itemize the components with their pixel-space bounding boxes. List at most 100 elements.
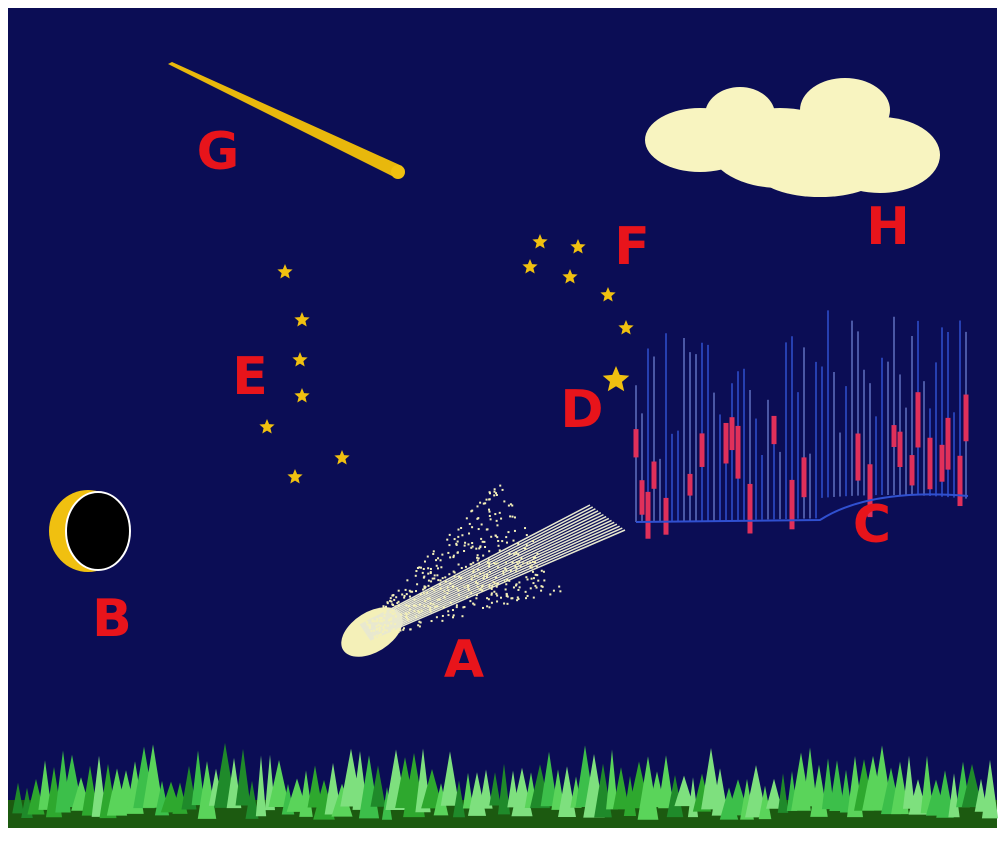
comet-dust [533, 597, 535, 599]
comet-dust [481, 523, 483, 525]
comet-dust [510, 503, 512, 505]
comet-dust [439, 599, 441, 601]
comet-dust [378, 612, 380, 614]
comet-dust [368, 624, 370, 626]
comet-dust [436, 616, 438, 618]
comet-dust [415, 605, 417, 607]
comet-dust [496, 562, 498, 564]
comet-dust [449, 582, 451, 584]
comet-dust [471, 526, 473, 528]
comet-dust [531, 564, 533, 566]
comet-dust [537, 580, 539, 582]
comet-dust [471, 576, 473, 578]
comet-dust [493, 491, 495, 493]
comet-dust [450, 602, 452, 604]
comet-dust [516, 599, 518, 601]
comet-dust [395, 596, 397, 598]
comet-dust [456, 587, 458, 589]
comet-dust [430, 603, 432, 605]
comet-dust [496, 494, 498, 496]
comet-dust [535, 574, 537, 576]
comet-dust [514, 565, 516, 567]
comet-dust [489, 515, 491, 517]
comet-dust [383, 610, 385, 612]
comet-dust [513, 586, 515, 588]
comet-dust [480, 538, 482, 540]
comet-dust [403, 627, 405, 629]
comet-dust [384, 624, 386, 626]
comet-dust [419, 625, 421, 627]
comet-dust [489, 571, 491, 573]
aurora-red [916, 392, 921, 447]
comet-dust [490, 536, 492, 538]
comet-dust [508, 553, 510, 555]
comet-dust [398, 590, 400, 592]
comet-dust [378, 624, 380, 626]
aurora-red [634, 429, 639, 457]
comet-dust [470, 510, 472, 512]
comet-dust [506, 603, 508, 605]
comet-dust [405, 589, 407, 591]
comet-dust [383, 626, 385, 628]
comet-dust [386, 601, 388, 603]
comet-dust [394, 605, 396, 607]
comet-dust [370, 630, 372, 632]
comet-dust [420, 567, 422, 569]
aurora-red [856, 434, 861, 481]
comet-dust [471, 578, 473, 580]
aurora-red [802, 457, 807, 497]
comet-dust [427, 598, 429, 600]
comet-dust [373, 630, 375, 632]
comet-dust [542, 586, 544, 588]
comet-dust [441, 620, 443, 622]
comet-dust [476, 594, 478, 596]
comet-dust [467, 543, 469, 545]
comet-dust [482, 585, 484, 587]
comet-dust [482, 572, 484, 574]
comet-dust [460, 577, 462, 579]
comet-dust [397, 630, 399, 632]
comet-dust [429, 598, 431, 600]
comet-dust [469, 600, 471, 602]
comet-dust [393, 610, 395, 612]
comet-dust [458, 576, 460, 578]
comet-dust [496, 520, 498, 522]
comet-dust [514, 530, 516, 532]
comet-dust [489, 511, 491, 513]
comet-dust [526, 562, 528, 564]
comet-dust [433, 550, 435, 552]
comet-dust [488, 565, 490, 567]
comet-dust [493, 562, 495, 564]
comet-dust [437, 567, 439, 569]
comet-dust [463, 550, 465, 552]
aurora-red [910, 455, 915, 485]
comet-dust [444, 576, 446, 578]
comet-dust [417, 567, 419, 569]
comet-dust [413, 605, 415, 607]
label: F [614, 217, 650, 277]
comet-dust [423, 586, 425, 588]
comet-dust [457, 536, 459, 538]
aurora-red [646, 492, 651, 539]
comet-dust [379, 620, 381, 622]
comet-dust [508, 580, 510, 582]
comet-dust [454, 572, 456, 574]
comet-dust [379, 630, 381, 632]
comet-dust [380, 625, 382, 627]
comet-dust [420, 621, 422, 623]
comet-dust [423, 605, 425, 607]
comet-dust [518, 561, 520, 563]
comet-dust [442, 615, 444, 617]
comet-dust [452, 609, 454, 611]
comet-dust [476, 505, 478, 507]
comet-dust [517, 543, 519, 545]
comet-dust [486, 529, 488, 531]
comet-dust [498, 545, 500, 547]
comet-dust [488, 606, 490, 608]
comet-dust [496, 524, 498, 526]
comet-dust [472, 603, 474, 605]
comet-dust [465, 566, 467, 568]
comet-dust [418, 611, 420, 613]
comet-dust [414, 599, 416, 601]
comet-dust [460, 527, 462, 529]
